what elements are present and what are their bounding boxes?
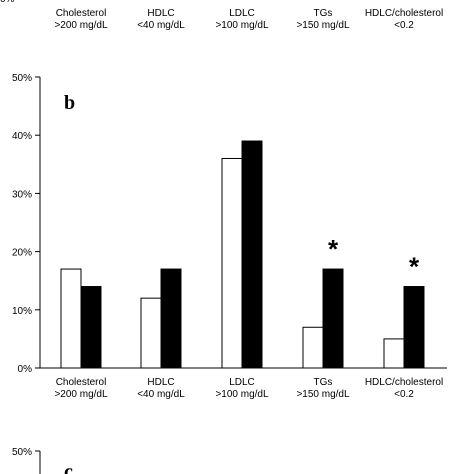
panel-b-chart: b 0% 10% 20% 30% 40% 50% * * Cholesterol >200 m… [12, 73, 447, 400]
x-category-label-line: LDLC [229, 377, 255, 388]
y-tick-label: 50% [12, 73, 32, 84]
y-tick-label: 10% [12, 306, 32, 317]
top-category-label-line: >150 mg/dL [296, 20, 350, 31]
x-category-label-line: >150 mg/dL [296, 389, 350, 400]
top-category-label: TGs >150 mg/dL [296, 8, 350, 31]
bar-filled [241, 140, 263, 369]
bar-open [60, 268, 82, 369]
x-category-label: Cholesterol >200 mg/dL [54, 377, 108, 400]
bar-open [221, 157, 243, 369]
x-category-label-line: TGs [314, 377, 333, 388]
top-category-label-line: >100 mg/dL [215, 20, 269, 31]
bar-open [140, 297, 162, 369]
bar-open [302, 326, 324, 369]
panel-c-y-tick-label: 50% [12, 447, 32, 458]
top-category-label: LDLC >100 mg/dL [215, 8, 269, 31]
top-category-label: Cholesterol >200 mg/dL [54, 8, 108, 31]
x-category-label: LDLC >100 mg/dL [215, 377, 269, 400]
x-category-label-line: HDLC [147, 377, 174, 388]
bar-filled [80, 286, 102, 369]
x-category-label-line: HDLC/cholesterol [365, 377, 443, 388]
x-category-label-line: >200 mg/dL [54, 389, 108, 400]
partial-y-tick-label: 0% [0, 0, 15, 5]
y-tick-label: 40% [12, 131, 32, 142]
top-category-label-line: TGs [314, 8, 333, 19]
top-category-label-line: LDLC [229, 8, 255, 19]
bar-filled [160, 268, 182, 369]
y-tick-label: 30% [12, 189, 32, 200]
bar-open [383, 338, 405, 369]
top-category-label-line: <40 mg/dL [137, 20, 185, 31]
top-fragment: 0% Cholesterol>200 mg/dL HDLC<40 mg/dL LDL… [0, 0, 443, 31]
x-category-label-line: <0.2 [394, 389, 414, 400]
top-category-label-line: >200 mg/dL [54, 20, 108, 31]
top-category-label-line: <0.2 [394, 20, 414, 31]
top-category-label-line: HDLC/cholesterol [365, 8, 443, 19]
x-category-label: HDLC <40 mg/dL [137, 377, 185, 400]
y-tick-label: 20% [12, 248, 32, 259]
panel-b-label: b [64, 92, 75, 114]
x-category-label-line: Cholesterol [56, 377, 107, 388]
top-category-label-line: Cholesterol [56, 8, 107, 19]
significance-marker: * [328, 234, 339, 264]
x-category-label: TGs >150 mg/dL [296, 377, 350, 400]
y-tick-label: 0% [18, 364, 33, 375]
top-category-label-line: HDLC [147, 8, 174, 19]
panel-c-label: c [64, 461, 73, 474]
x-category-label-line: >100 mg/dL [215, 389, 269, 400]
x-category-label-line: <40 mg/dL [137, 389, 185, 400]
significance-marker: * [409, 252, 420, 282]
x-category-label: HDLC/cholesterol <0.2 [365, 377, 443, 400]
bar-filled [403, 286, 425, 369]
top-category-label: HDLC/cholesterol <0.2 [365, 8, 443, 31]
panel-c-chart: 50% c [12, 447, 73, 474]
top-category-label: HDLC <40 mg/dL [137, 8, 185, 31]
bar-filled [322, 268, 344, 369]
